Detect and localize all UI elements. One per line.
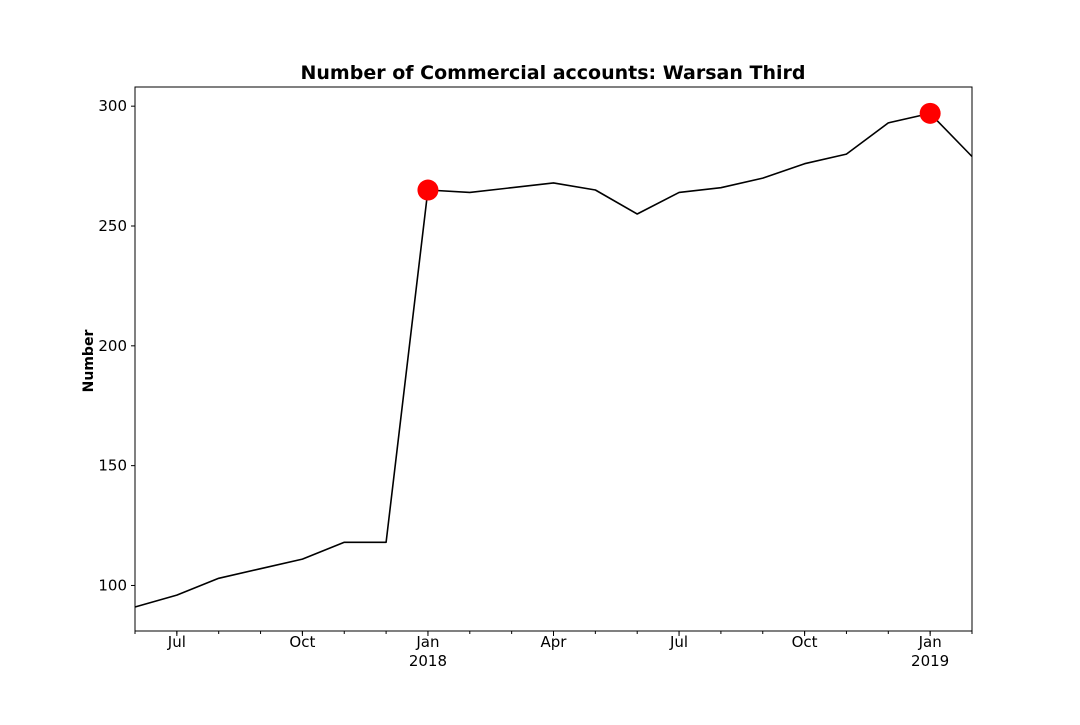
x-tick-label: Jul bbox=[669, 633, 688, 651]
highlight-point bbox=[919, 102, 941, 124]
y-tick-label: 250 bbox=[98, 217, 127, 235]
y-tick-label: 150 bbox=[98, 457, 127, 475]
y-axis-label: Number bbox=[81, 330, 97, 393]
x-tick-label: Jan bbox=[415, 633, 439, 651]
x-tick-label: Oct bbox=[792, 633, 818, 651]
x-tick-label: Jul bbox=[167, 633, 186, 651]
y-tick-label: 200 bbox=[98, 337, 127, 355]
series-line bbox=[134, 112, 973, 608]
series-layer bbox=[134, 112, 973, 608]
x-tick-label: Apr bbox=[541, 633, 568, 651]
y-tick-label: 300 bbox=[98, 97, 127, 115]
highlight-markers bbox=[417, 102, 941, 201]
chart-title: Number of Commercial accounts: Warsan Th… bbox=[301, 62, 806, 84]
x-tick-label: Oct bbox=[289, 633, 315, 651]
y-axis: 100 150 200 250 300 bbox=[98, 97, 135, 594]
x-tick-year-label: 2019 bbox=[911, 652, 949, 670]
plot-area-frame bbox=[134, 86, 973, 632]
highlight-point bbox=[417, 179, 439, 201]
x-tick-label: Jan bbox=[918, 633, 942, 651]
y-tick-label: 100 bbox=[98, 576, 127, 594]
x-tick-year-label: 2018 bbox=[409, 652, 447, 670]
